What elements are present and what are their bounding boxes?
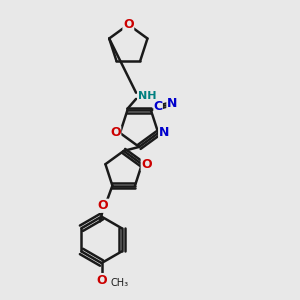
Text: O: O (123, 18, 134, 31)
Text: O: O (141, 158, 152, 171)
Text: C: C (154, 100, 163, 113)
Text: NH: NH (138, 91, 156, 101)
Text: O: O (110, 127, 121, 140)
Text: O: O (98, 199, 108, 212)
Text: O: O (96, 274, 107, 286)
Text: CH₃: CH₃ (111, 278, 129, 288)
Text: N: N (167, 97, 177, 110)
Text: N: N (159, 127, 169, 140)
